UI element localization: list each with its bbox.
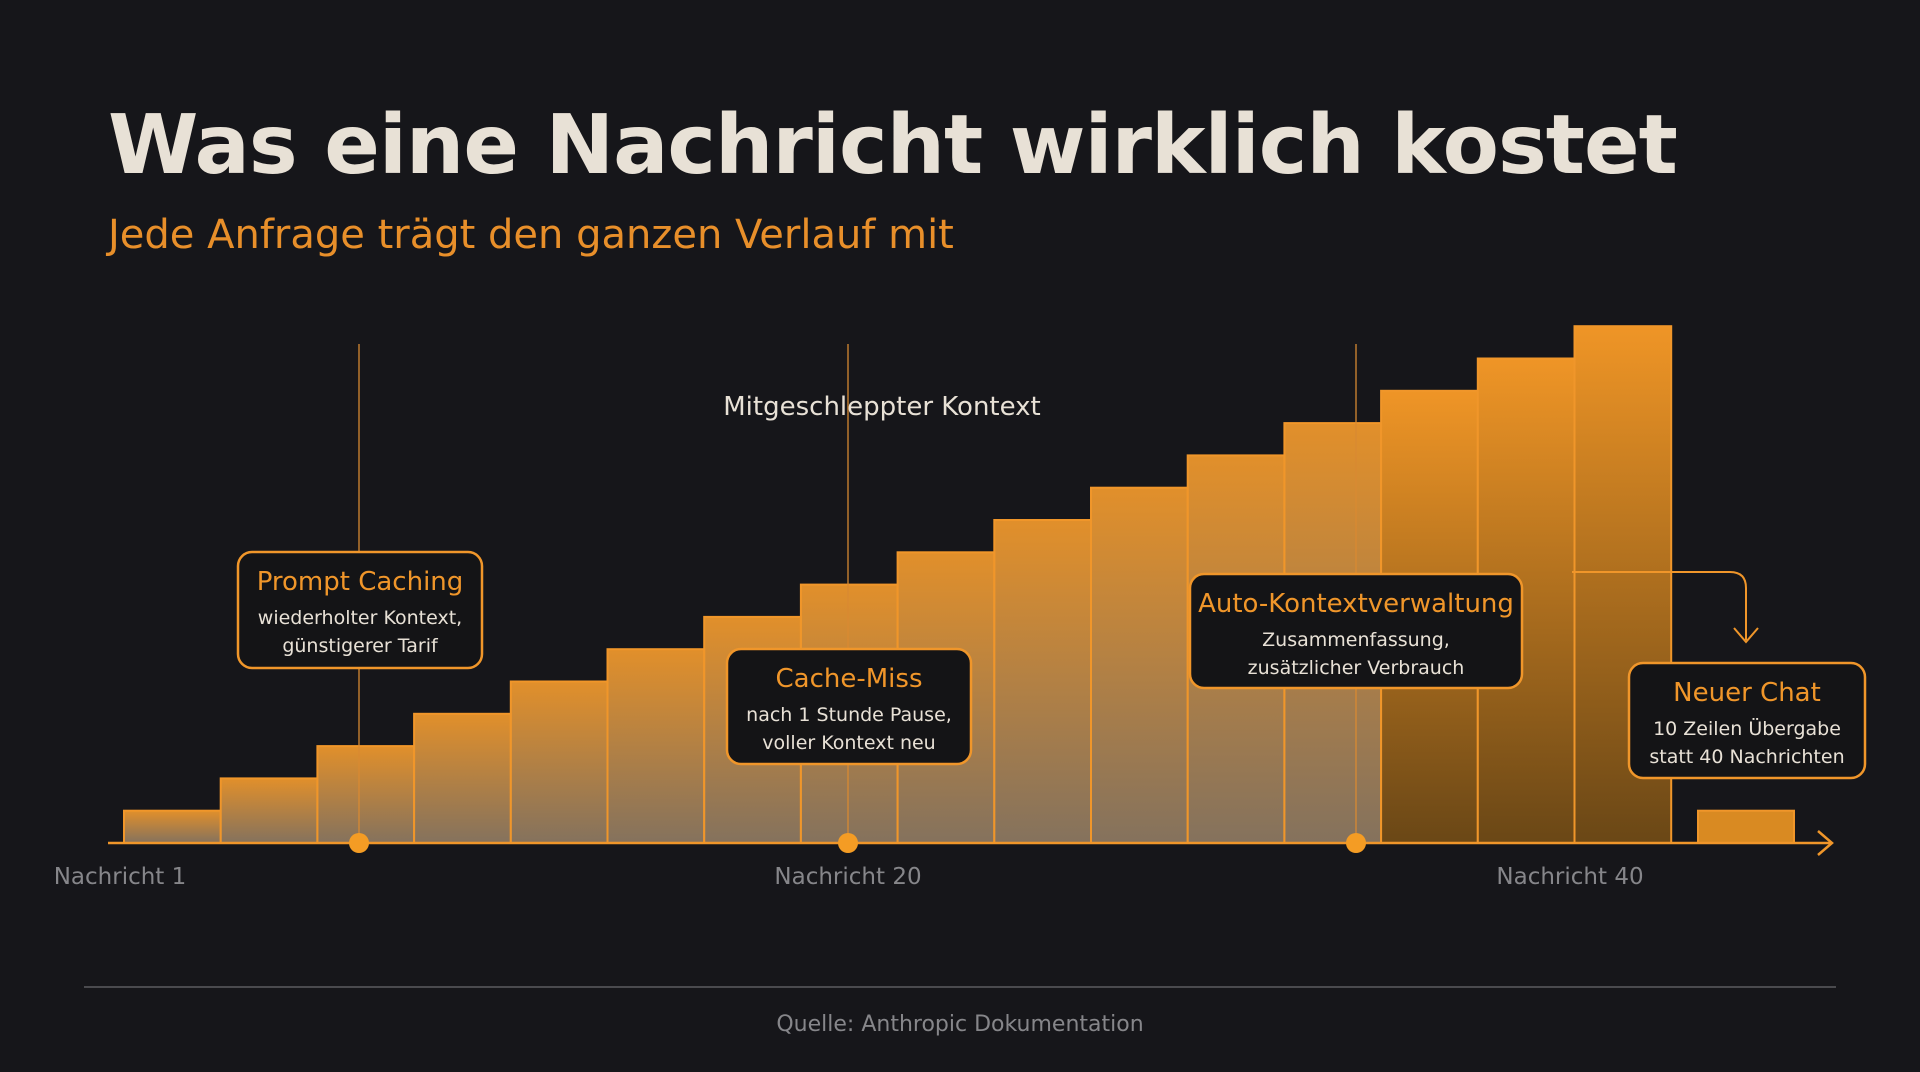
callout-box xyxy=(1627,661,1867,780)
callout-title: Prompt Caching xyxy=(257,567,464,597)
axis-layer: Nachricht 1 Nachricht 20 Nachricht 40 Mitge… xyxy=(54,392,1834,890)
bar xyxy=(606,648,706,845)
callout-line: voller Kontext neu xyxy=(762,732,935,754)
arrow-down-icon xyxy=(1733,627,1759,644)
callout-title: Cache-Miss xyxy=(776,664,923,694)
route-arrow xyxy=(1572,571,1747,640)
callout-box xyxy=(236,550,484,670)
new-chat-bar xyxy=(1697,809,1795,845)
x-tick-label: Nachricht 1 xyxy=(54,864,187,890)
y-axis-label: Mitgeschleppter Kontext xyxy=(723,392,1041,422)
page-subtitle: Jede Anfrage trägt den ganzen Verlauf mi… xyxy=(108,212,954,258)
bar xyxy=(509,680,609,844)
callout-line: zusätzlicher Verbrauch xyxy=(1248,657,1465,679)
callout-box xyxy=(725,647,973,766)
bar xyxy=(413,712,512,844)
callout-line: nach 1 Stunde Pause, xyxy=(746,704,952,726)
bar xyxy=(993,519,1092,844)
callout-line: Zusammenfassung, xyxy=(1262,629,1450,651)
page-title: Was eine Nachricht wirklich kostet xyxy=(108,98,1678,193)
callout-box xyxy=(1188,572,1524,690)
callout-line: 10 Zeilen Übergabe xyxy=(1653,717,1841,740)
footer-divider xyxy=(84,986,1836,988)
x-tick-label: Nachricht 40 xyxy=(1496,864,1643,890)
x-tick-label: Nachricht 20 xyxy=(774,864,921,890)
callout-title: Auto-Kontextverwaltung xyxy=(1198,589,1514,619)
marker-dot xyxy=(838,833,858,853)
callout-line: günstigerer Tarif xyxy=(282,635,439,657)
marker-dot xyxy=(349,833,369,853)
bar xyxy=(1090,486,1189,844)
source-note: Quelle: Anthropic Dokumentation xyxy=(776,1012,1144,1037)
marker-dot xyxy=(1346,833,1366,853)
callout-line: statt 40 Nachrichten xyxy=(1649,746,1844,768)
bar xyxy=(316,745,416,844)
bar xyxy=(219,777,319,845)
callout-line: wiederholter Kontext, xyxy=(258,607,462,629)
axis-arrow-icon xyxy=(1817,830,1834,856)
bar xyxy=(123,809,222,845)
callouts-layer: Prompt Caching wiederholter Kontext, günst… xyxy=(236,550,1867,780)
callout-title: Neuer Chat xyxy=(1673,678,1821,708)
